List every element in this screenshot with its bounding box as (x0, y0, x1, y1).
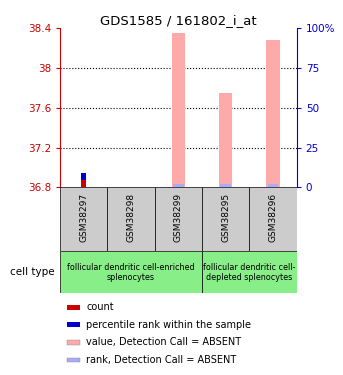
Text: GSM38299: GSM38299 (174, 192, 183, 242)
Bar (67, 305, 80, 310)
Bar (202, 251, 297, 293)
Text: GSM38297: GSM38297 (79, 192, 88, 242)
Text: GSM38296: GSM38296 (269, 192, 277, 242)
Text: value, Detection Call = ABSENT: value, Detection Call = ABSENT (86, 338, 241, 348)
Bar (81, 173, 86, 180)
Bar (81, 180, 86, 187)
Bar (60, 187, 107, 251)
Text: follicular dendritic cell-enriched
splenocytes: follicular dendritic cell-enriched splen… (67, 262, 195, 282)
Bar (202, 187, 249, 251)
Text: cell type: cell type (10, 267, 54, 277)
Text: GSM38295: GSM38295 (221, 192, 230, 242)
Bar (67, 322, 80, 327)
Bar (67, 358, 80, 363)
Bar (172, 33, 185, 187)
Bar (267, 40, 280, 187)
Text: rank, Detection Call = ABSENT: rank, Detection Call = ABSENT (86, 356, 236, 365)
Bar (249, 187, 297, 251)
Bar (173, 184, 184, 187)
Bar (268, 184, 278, 187)
Bar (107, 187, 155, 251)
Bar (60, 251, 202, 293)
Text: percentile rank within the sample: percentile rank within the sample (86, 320, 251, 330)
Text: GSM38298: GSM38298 (127, 192, 135, 242)
Bar (67, 340, 80, 345)
Text: follicular dendritic cell-
depleted splenocytes: follicular dendritic cell- depleted sple… (203, 262, 296, 282)
Bar (155, 187, 202, 251)
Bar (219, 93, 232, 187)
Bar (221, 184, 231, 187)
Title: GDS1585 / 161802_i_at: GDS1585 / 161802_i_at (100, 14, 257, 27)
Text: count: count (86, 302, 114, 312)
